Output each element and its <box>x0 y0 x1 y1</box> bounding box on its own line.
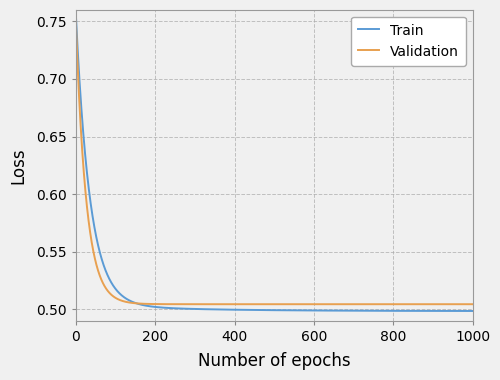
Line: Validation: Validation <box>76 21 472 304</box>
Train <box>225 307 231 312</box>
Train <box>419 309 425 313</box>
Validation <box>118 298 124 303</box>
Train <box>470 309 476 313</box>
Validation <box>462 302 468 307</box>
Validation <box>470 302 476 307</box>
Train <box>462 309 468 313</box>
Validation <box>419 302 425 307</box>
Train <box>118 293 124 297</box>
X-axis label: Number of epochs: Number of epochs <box>198 352 350 370</box>
Validation <box>449 302 455 307</box>
Y-axis label: Loss: Loss <box>10 147 28 184</box>
Validation <box>142 302 148 306</box>
Train <box>242 307 248 312</box>
Validation <box>242 302 248 307</box>
Validation <box>225 302 231 307</box>
Line: Train: Train <box>76 14 472 311</box>
Legend: Train, Validation: Train, Validation <box>351 17 466 65</box>
Train <box>142 303 148 308</box>
Validation <box>73 19 79 24</box>
Train <box>73 12 79 17</box>
